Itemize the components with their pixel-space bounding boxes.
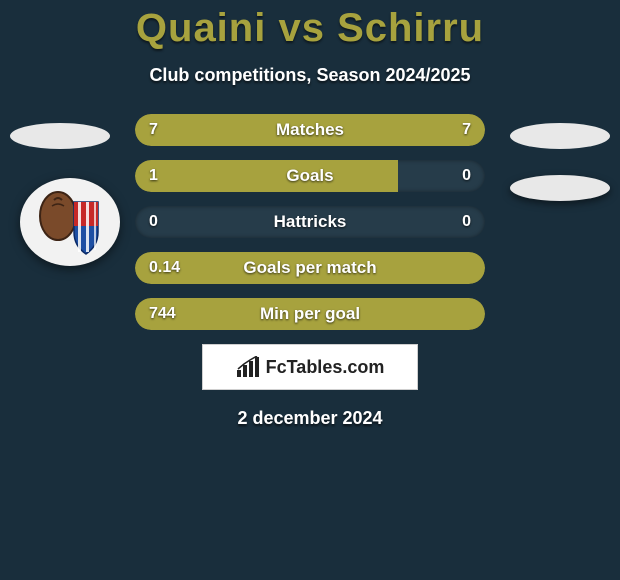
crest-icon [34,186,106,258]
stat-label: Hattricks [135,206,485,238]
stat-row: 7Matches7 [135,114,485,146]
stat-label: Min per goal [135,298,485,330]
stat-row: 0Hattricks0 [135,206,485,238]
date-text: 2 december 2024 [0,408,620,429]
stat-right-value: 0 [462,206,471,238]
stat-row: 0.14Goals per match [135,252,485,284]
bars-icon [236,356,260,378]
source-logo: FcTables.com [202,344,418,390]
avatar-oval [510,175,610,201]
avatar-oval [10,123,110,149]
subtitle: Club competitions, Season 2024/2025 [0,65,620,86]
avatar-oval [510,123,610,149]
stat-label: Goals per match [135,252,485,284]
stat-row: 1Goals0 [135,160,485,192]
source-logo-text: FcTables.com [266,357,385,378]
stat-label: Goals [135,160,485,192]
stat-label: Matches [135,114,485,146]
club-crest [20,178,120,266]
stat-right-value: 7 [462,114,471,146]
stat-right-value: 0 [462,160,471,192]
stat-row: 744Min per goal [135,298,485,330]
page-title: Quaini vs Schirru [0,0,620,51]
